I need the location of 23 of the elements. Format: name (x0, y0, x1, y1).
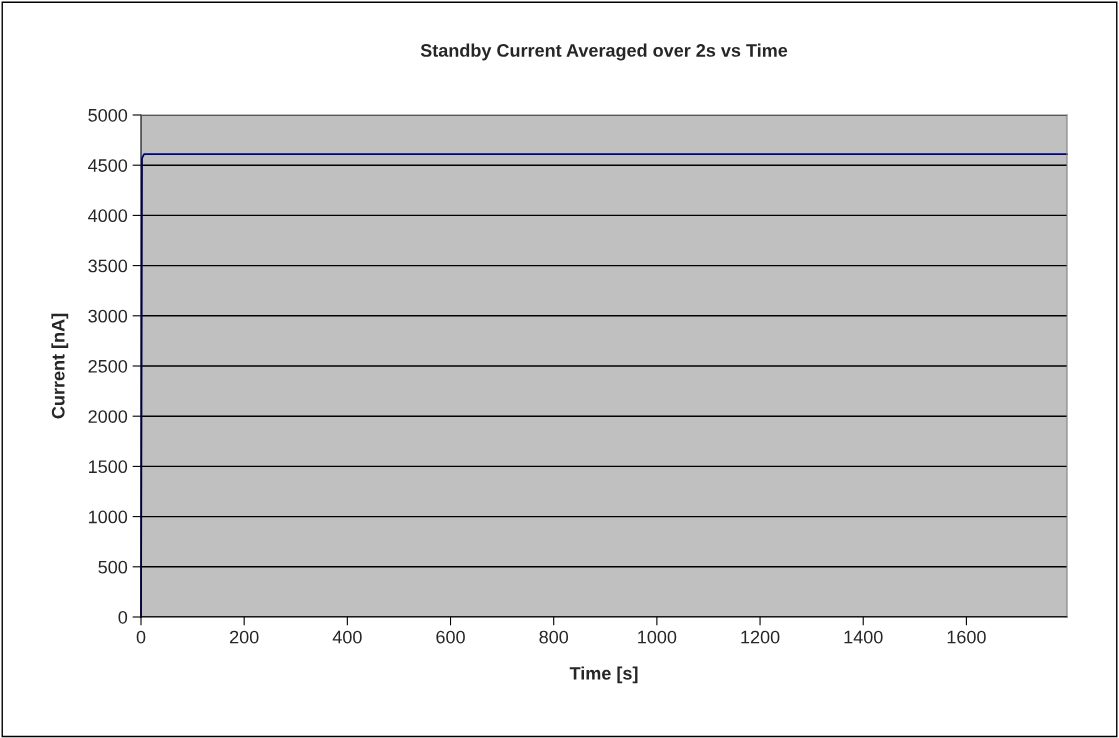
x-tick-label: 1400 (844, 630, 883, 644)
y-tick-label: 4000 (88, 209, 128, 223)
x-axis-title: Time [s] (569, 666, 638, 684)
y-tick-label: 1000 (89, 510, 128, 524)
x-tick-label: 1000 (638, 630, 677, 644)
y-tick-label: 4500 (88, 159, 128, 172)
y-tick-label: 5000 (88, 108, 128, 122)
y-tick-label: 3000 (88, 309, 128, 323)
x-tick-label: 1200 (741, 630, 780, 644)
y-tick-label: 3500 (88, 259, 128, 273)
y-tick-label: 2000 (88, 410, 128, 423)
y-axis-title: Current [nA] (51, 313, 69, 419)
chart-title: Standby Current Averaged over 2s vs Time (420, 43, 788, 61)
y-tick-label: 500 (98, 560, 128, 574)
x-tick-label: 200 (230, 630, 259, 644)
x-tick-label: 1600 (947, 630, 986, 644)
y-tick-label: 1500 (89, 460, 128, 474)
y-tick-label: 2500 (88, 359, 128, 373)
x-tick-label: 800 (539, 630, 569, 644)
y-tick-label: 0 (118, 610, 128, 624)
x-tick-label: 0 (136, 630, 146, 644)
x-tick-label: 400 (332, 630, 362, 644)
x-tick-label: 600 (436, 630, 465, 644)
